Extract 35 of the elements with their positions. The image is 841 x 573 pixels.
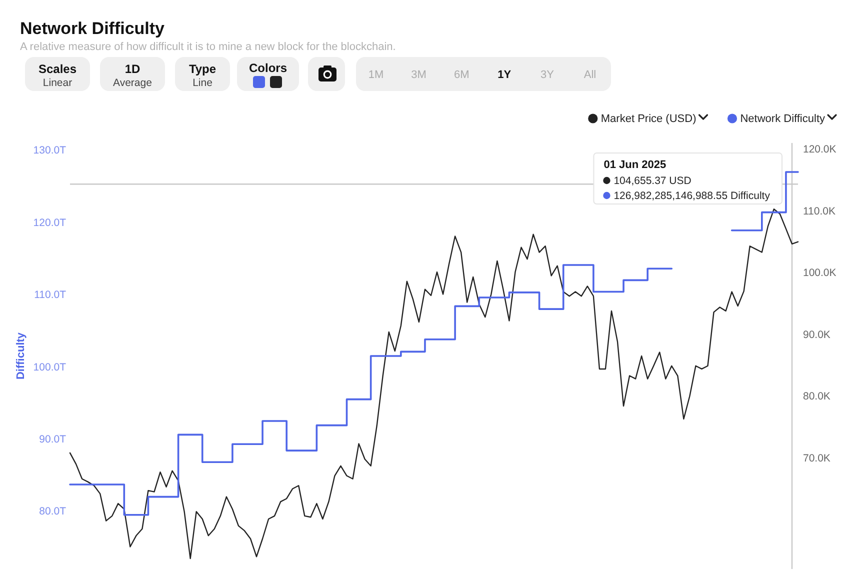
y2-tick-label: 90.0K bbox=[803, 328, 830, 341]
text: Linear bbox=[42, 77, 73, 89]
tooltip: 01 Jun 2025 104,655.37 USD 126,982,285,146,988.55 Difficulty bbox=[593, 152, 782, 204]
text: Scales bbox=[38, 62, 77, 76]
text: Line bbox=[192, 77, 213, 89]
text: 1D bbox=[124, 62, 140, 76]
chart-title: Network Difficulty bbox=[20, 19, 166, 38]
y-tick-label: 120.0T bbox=[33, 216, 67, 229]
text: 1M bbox=[368, 69, 384, 81]
chart-subtitle: A relative measure of how difficult it is to mine a new block for the blockchain. bbox=[20, 41, 396, 53]
y-tick-label: 110.0T bbox=[34, 289, 67, 302]
y2-tick-label: 70.0K bbox=[803, 452, 830, 464]
y-tick-label: 90.0T bbox=[39, 434, 67, 446]
annotation: 126,982,285,146,988.55 Difficulty bbox=[614, 190, 771, 202]
y2-tick-label: 100.0K bbox=[803, 267, 836, 280]
annotation: 01 Jun 2025 bbox=[604, 159, 666, 171]
text: All bbox=[584, 69, 596, 81]
text: 3M bbox=[411, 69, 426, 81]
line-series bbox=[69, 208, 799, 560]
y-tick-label: 80.0T bbox=[39, 506, 67, 518]
y-axis-title: Difficulty bbox=[15, 332, 27, 380]
legend-label: Network Difficulty bbox=[740, 113, 826, 125]
y-tick-label: 130.0T bbox=[33, 144, 67, 157]
y-tick-label: 100.0T bbox=[33, 361, 67, 374]
text: Average bbox=[113, 77, 152, 89]
text: Colors bbox=[248, 61, 288, 75]
annotation: 104,655.37 USD bbox=[614, 175, 692, 187]
text: Type bbox=[188, 62, 216, 76]
text: 1Y bbox=[498, 69, 512, 81]
y2-tick-label: 120.0K bbox=[803, 144, 836, 156]
y2-tick-label: 80.0K bbox=[803, 390, 830, 403]
legend-label: Market Price (USD) bbox=[600, 113, 696, 125]
text: 3Y bbox=[540, 69, 555, 81]
text: 6M bbox=[454, 69, 470, 81]
y2-tick-label: 110.0K bbox=[803, 205, 836, 218]
